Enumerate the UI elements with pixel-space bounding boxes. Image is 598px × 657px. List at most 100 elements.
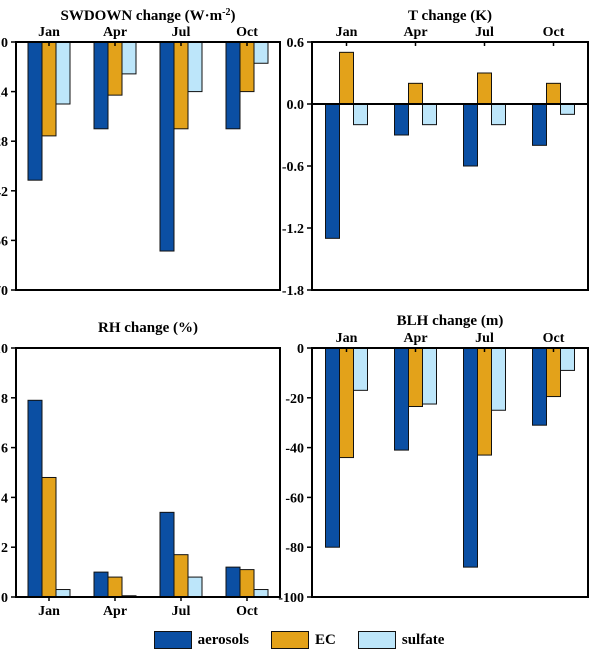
- y-tick-label: -1.8: [282, 284, 304, 299]
- bar-EC-oct: [239, 41, 255, 93]
- x-category-label: Apr: [103, 604, 127, 619]
- y-tick-label: -100: [278, 591, 304, 606]
- bar-sulfate-jan: [353, 103, 368, 126]
- plot-frame: [15, 347, 281, 598]
- chart-t: T change (K) 0.6 0.0 -0.6 -1.2 -1.8 Jan Apr Jul O…: [282, 8, 589, 299]
- bar-aerosols-jan: [27, 41, 43, 181]
- bar-aerosols-jan: [27, 399, 43, 598]
- legend-swatch: [271, 631, 310, 649]
- y-tick-label: 2: [1, 541, 8, 556]
- x-category-label: Oct: [236, 604, 258, 619]
- chart-title: BLH change (m): [397, 313, 504, 329]
- bar-EC-apr: [408, 82, 423, 105]
- x-category-label: Jan: [336, 25, 358, 40]
- bar-EC-apr: [408, 347, 423, 408]
- bar-EC-jul: [477, 72, 492, 105]
- chart-title: RH change (%): [98, 320, 198, 336]
- x-category-label: Jul: [172, 604, 191, 619]
- y-tick-label: 8: [1, 392, 8, 407]
- y-tick-label: -0.6: [282, 160, 304, 175]
- y-tick-label: 0: [297, 342, 304, 357]
- bar-sulfate-apr: [121, 41, 137, 75]
- y-tick-label: 0.6: [287, 36, 305, 51]
- bar-sulfate-apr: [422, 103, 437, 126]
- chart-title: T change (K): [408, 8, 492, 24]
- bar-sulfate-oct: [253, 41, 269, 64]
- bar-aerosols-apr: [93, 41, 109, 130]
- plot-frame: [15, 41, 281, 291]
- y-tick-label: 6: [1, 442, 8, 457]
- bar-sulfate-apr: [422, 347, 437, 405]
- chart-blh: BLH change (m) 0 -20 -40 -60 -80 -100 Jan Apr Jul…: [278, 313, 589, 606]
- bar-aerosols-apr: [394, 347, 409, 451]
- bar-EC-apr: [107, 41, 123, 96]
- bar-sulfate-jul: [187, 576, 203, 598]
- y-tick-label: -70: [0, 284, 8, 299]
- y-tick-label: -28: [0, 135, 8, 150]
- x-category-label: Oct: [543, 331, 565, 346]
- y-tick-label: -42: [0, 185, 8, 200]
- legend-label: EC: [315, 631, 336, 648]
- legend-item-ec: EC: [271, 631, 336, 649]
- bar-sulfate-jan: [353, 347, 368, 391]
- x-category-label: Apr: [103, 25, 127, 40]
- x-category-label: Jul: [475, 331, 494, 346]
- plot-frame: [311, 41, 589, 291]
- bar-aerosols-apr: [394, 103, 409, 136]
- bar-aerosols-jan: [325, 103, 340, 239]
- bar-aerosols-jan: [325, 347, 340, 548]
- legend-item-aerosols: aerosols: [153, 631, 250, 649]
- bar-EC-apr: [107, 576, 123, 598]
- bar-EC-jul: [477, 347, 492, 456]
- y-tick-label: 4: [1, 491, 8, 506]
- legend-item-sulfate: sulfate: [357, 631, 445, 649]
- x-category-label: Oct: [543, 25, 565, 40]
- bar-aerosols-jul: [159, 41, 175, 252]
- bar-aerosols-oct: [532, 347, 547, 426]
- chart-title: SWDOWN change (W·m-2): [60, 7, 235, 25]
- y-tick-label: 0: [1, 591, 8, 606]
- plot-frame: [311, 347, 589, 598]
- legend-label: sulfate: [401, 631, 445, 648]
- y-tick-label: -80: [285, 541, 304, 556]
- bar-aerosols-apr: [93, 571, 109, 598]
- bar-aerosols-oct: [225, 41, 241, 130]
- bar-aerosols-oct: [532, 103, 547, 146]
- bar-sulfate-oct: [560, 347, 575, 371]
- chart-rh: RH change (%) 10 8 6 4 2 0 Jan Apr Jul Oct: [0, 320, 281, 619]
- y-tick-label: 0: [1, 36, 8, 51]
- x-category-label: Jul: [172, 25, 191, 40]
- y-tick-label: -14: [0, 86, 8, 101]
- legend-swatch: [357, 631, 396, 649]
- bar-sulfate-oct: [560, 103, 575, 115]
- x-category-label: Jan: [336, 331, 358, 346]
- x-category-label: Jan: [38, 604, 60, 619]
- y-tick-label: -60: [285, 491, 304, 506]
- legend-swatch: [153, 631, 192, 649]
- bar-EC-jan: [41, 41, 57, 137]
- x-category-label: Oct: [236, 25, 258, 40]
- bar-sulfate-oct: [253, 589, 269, 598]
- bar-aerosols-oct: [225, 566, 241, 598]
- bar-EC-oct: [546, 347, 561, 398]
- x-category-label: Jul: [475, 25, 494, 40]
- y-tick-label: -56: [0, 234, 8, 249]
- bar-EC-jul: [173, 554, 189, 598]
- bar-sulfate-jul: [491, 103, 506, 126]
- legend: aerosols EC sulfate: [0, 628, 598, 652]
- bar-sulfate-jan: [55, 41, 71, 105]
- chart-swdown: SWDOWN change (W·m-2) 0 -14 -28 -42 -56 -70 Jan…: [0, 7, 281, 299]
- x-category-label: Apr: [403, 331, 427, 346]
- bar-sulfate-jul: [491, 347, 506, 411]
- y-tick-label: -20: [285, 392, 304, 407]
- bar-EC-oct: [239, 569, 255, 598]
- y-tick-label: -1.2: [282, 222, 304, 237]
- bar-EC-jan: [41, 476, 57, 598]
- bar-aerosols-jul: [463, 347, 478, 568]
- bar-EC-jan: [339, 51, 354, 105]
- bar-EC-jan: [339, 347, 354, 459]
- legend-label: aerosols: [197, 631, 250, 648]
- y-tick-label: 10: [0, 342, 8, 357]
- bar-EC-jul: [173, 41, 189, 130]
